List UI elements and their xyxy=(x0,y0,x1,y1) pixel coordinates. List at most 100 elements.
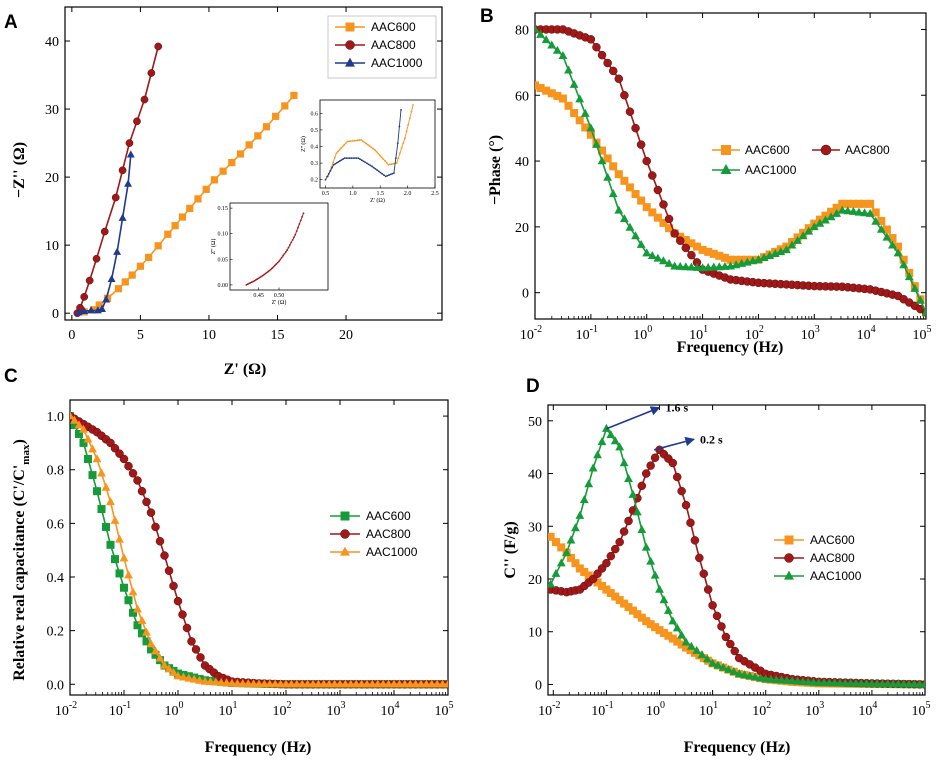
inset-point-AAC1000 xyxy=(371,165,373,168)
inset-point-AAC800 xyxy=(248,282,250,285)
data-point-AAC1000 xyxy=(793,676,802,685)
data-point-AAC800 xyxy=(653,185,663,195)
data-point-AAC1000 xyxy=(535,24,540,33)
inset-point-AAC1000 xyxy=(388,174,390,176)
data-point-AAC1000 xyxy=(593,450,602,459)
inset-point-AAC600 xyxy=(395,162,398,164)
data-point-AAC1000 xyxy=(921,307,926,316)
inset-point-AAC600 xyxy=(349,140,352,142)
data-point-AAC1000 xyxy=(781,245,791,254)
data-point-AAC1000 xyxy=(173,671,183,680)
y-tick-label: 20 xyxy=(528,573,542,588)
inset-point-AAC800 xyxy=(256,278,259,280)
data-point-AAC600 xyxy=(575,564,584,573)
data-point-AAC1000 xyxy=(566,535,576,544)
y-tick-label: 30 xyxy=(45,103,59,118)
inset-point-AAC600 xyxy=(358,139,361,141)
data-point-AAC1000 xyxy=(606,430,616,439)
inset-point-AAC1000 xyxy=(340,159,343,161)
inset-point-AAC600 xyxy=(389,163,391,166)
legend-marker-AAC800 xyxy=(345,40,355,50)
data-point-AAC800 xyxy=(124,461,133,471)
inset-point-AAC800 xyxy=(290,241,293,244)
inset-y-tick-label: 0.3 xyxy=(311,161,319,167)
data-point-AAC1000 xyxy=(668,616,678,625)
y-tick-label: 20 xyxy=(515,221,529,236)
data-point-AAC1000 xyxy=(745,671,755,680)
x-tick-label: 10 xyxy=(202,328,216,343)
data-point-AAC600 xyxy=(128,271,136,279)
data-point-AAC1000 xyxy=(128,587,138,596)
data-point-AAC1000 xyxy=(920,679,925,688)
data-point-AAC1000 xyxy=(659,595,669,604)
inset-point-AAC600 xyxy=(384,160,386,162)
inset-point-AAC1000 xyxy=(347,157,349,160)
y-tick-label: 0.0 xyxy=(47,678,65,693)
data-point-AAC1000 xyxy=(547,40,557,49)
inset-point-AAC800 xyxy=(274,264,276,267)
data-point-AAC1000 xyxy=(608,189,618,198)
x-tick-label: 103 xyxy=(805,700,824,719)
data-point-AAC1000 xyxy=(603,172,613,181)
data-point-AAC600 xyxy=(648,208,657,217)
data-point-AAC600 xyxy=(651,623,660,632)
data-point-AAC600 xyxy=(659,628,668,637)
panel-c: C 0.0 0.2 0.4 0.6 0.8 1.0 10-2 10-1 100 101 102 103 1… xyxy=(4,366,454,756)
inset-point-AAC600 xyxy=(351,139,354,142)
data-point-AAC600 xyxy=(548,532,555,541)
y-axis-label: C'' (F/g) xyxy=(502,521,519,578)
data-point-AAC800 xyxy=(140,95,149,104)
data-point-AAC1000 xyxy=(142,627,151,636)
data-point-AAC1000 xyxy=(101,482,111,491)
inset-point-AAC800 xyxy=(272,265,275,268)
inset-point-AAC800 xyxy=(278,260,280,263)
data-point-AAC600 xyxy=(642,617,651,626)
inset-point-AAC1000 xyxy=(360,159,363,162)
data-point-AAC600 xyxy=(602,585,611,594)
data-point-AAC600 xyxy=(882,225,891,234)
data-point-AAC1000 xyxy=(646,556,656,565)
data-point-AAC800 xyxy=(672,472,682,482)
data-point-AAC600 xyxy=(557,543,566,552)
legend-marker-AAC600 xyxy=(721,145,731,155)
y-tick-label: 50 xyxy=(528,415,542,430)
data-point-AAC600 xyxy=(547,89,556,98)
data-point-AAC600 xyxy=(854,199,863,208)
legend-marker-AAC1000 xyxy=(720,164,732,174)
data-point-AAC600 xyxy=(575,116,584,125)
data-point-AAC1000 xyxy=(74,420,84,429)
data-point-AAC800 xyxy=(164,566,174,575)
data-point-AAC1000 xyxy=(681,637,691,646)
y-tick-label: 0.8 xyxy=(47,464,65,479)
data-point-AAC1000 xyxy=(87,306,96,314)
data-point-AAC800 xyxy=(151,522,160,532)
data-point-AAC600 xyxy=(536,84,545,93)
panel-letter: C xyxy=(4,366,18,387)
inset-point-AAC600 xyxy=(355,139,357,142)
inset-point-AAC1000 xyxy=(374,168,377,170)
data-point-AAC600 xyxy=(586,130,595,139)
inset-point-AAC800 xyxy=(287,246,290,249)
data-point-AAC1000 xyxy=(702,654,712,663)
data-point-AAC600 xyxy=(114,285,123,293)
data-point-AAC600 xyxy=(860,199,869,208)
data-point-AAC1000 xyxy=(848,206,858,215)
inset-point-AAC1000 xyxy=(335,161,338,164)
data-point-AAC600 xyxy=(79,438,88,447)
inset-point-AAC1000 xyxy=(381,172,384,175)
inset-point-AAC1000 xyxy=(357,157,360,160)
data-point-AAC1000 xyxy=(124,570,133,579)
inset-point-AAC1000 xyxy=(350,157,353,160)
data-point-AAC1000 xyxy=(548,579,556,588)
data-point-AAC1000 xyxy=(672,623,682,632)
x-tick-label: 100 xyxy=(646,700,665,719)
data-point-AAC1000 xyxy=(876,224,886,233)
inset-point-AAC1000 xyxy=(376,169,379,172)
data-point-AAC600 xyxy=(111,555,119,564)
data-point-AAC800 xyxy=(128,469,138,478)
data-point-AAC800 xyxy=(703,585,713,594)
data-point-AAC600 xyxy=(615,596,624,605)
inset-point-AAC1000 xyxy=(400,109,402,111)
data-point-AAC1000 xyxy=(642,248,652,257)
inset-y-label: Z'' (Ω) xyxy=(300,136,307,152)
